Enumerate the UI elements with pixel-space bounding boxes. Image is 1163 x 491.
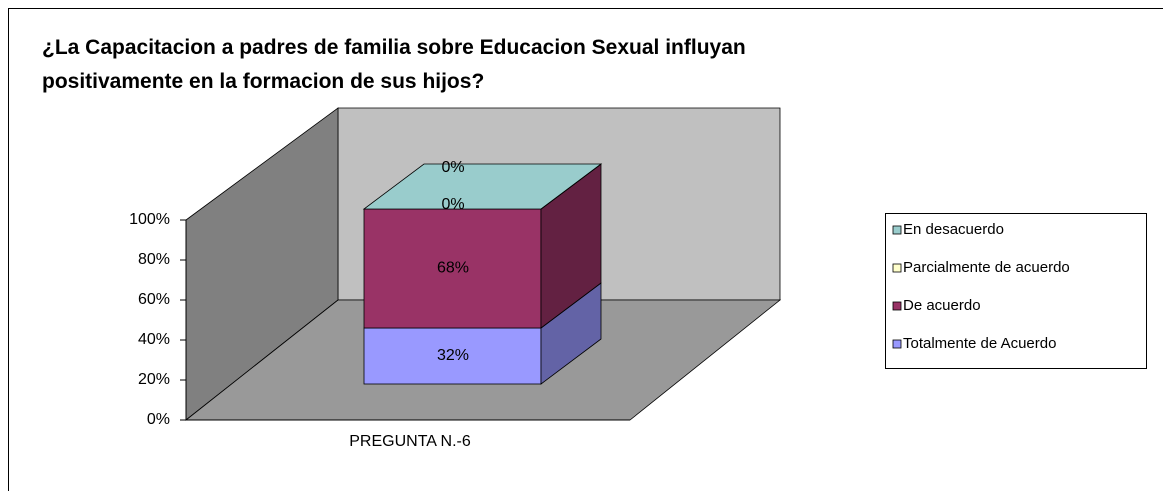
bar-top [362,163,603,210]
legend-label: En desacuerdo [903,221,1004,238]
y-tick-label: 0% [147,411,170,428]
legend [885,213,1147,369]
data-label: 0% [441,159,464,176]
y-tick-label: 60% [138,291,170,308]
plot [362,163,603,385]
y-tick-label: 100% [129,211,170,228]
data-label: 32% [437,347,469,364]
y-tick-label: 80% [138,251,170,268]
legend-swatch [892,301,902,311]
y-tick-label: 20% [138,371,170,388]
x-tick-label: PREGUNTA N.-6 [349,433,471,450]
bar-front [363,208,542,329]
legend-label: De acuerdo [903,297,981,314]
legend-label: Parcialmente de acuerdo [903,259,1070,276]
data-label: 0% [441,196,464,213]
data-label: 68% [437,260,469,277]
title-line: positivamente en la formacion de sus hij… [42,70,484,93]
chart-title: ¿La Capacitacion a padres de familia sob… [42,36,746,93]
bar-front [363,327,542,385]
legend-label: Totalmente de Acuerdo [903,335,1056,352]
title-line: ¿La Capacitacion a padres de familia sob… [42,36,746,59]
legend-swatch [892,263,902,273]
y-tick-label: 40% [138,331,170,348]
legend-swatch [892,339,902,349]
legend-swatch [892,225,902,235]
